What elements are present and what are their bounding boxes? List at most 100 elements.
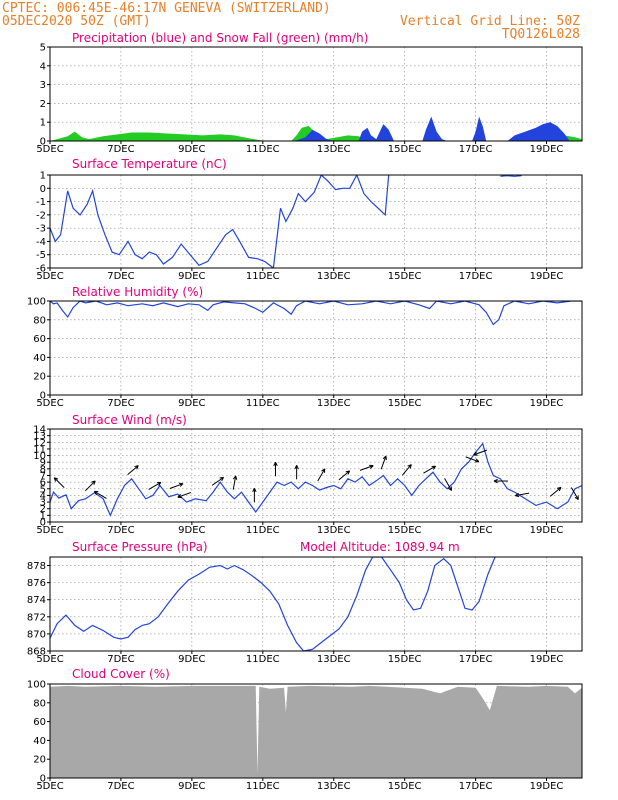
y-tick-label: 10 xyxy=(33,451,46,462)
wind-vector-head xyxy=(407,464,412,469)
plot-area xyxy=(50,442,582,517)
y-tick-label: 20 xyxy=(33,372,46,383)
wind-vector-head xyxy=(321,468,326,473)
y-tick-label: 13 xyxy=(33,431,46,442)
x-tick-label: 17DEC xyxy=(459,525,493,536)
x-tick-label: 5DEC xyxy=(36,271,63,282)
wind-vector xyxy=(53,477,65,488)
y-tick-label: 3 xyxy=(40,80,46,91)
wind-vector-head xyxy=(474,458,480,463)
x-tick-label: 11DEC xyxy=(246,781,280,792)
x-tick-label: 19DEC xyxy=(530,144,564,155)
panel-frame xyxy=(49,428,583,523)
y-tick-label: 1 xyxy=(40,511,46,522)
x-tick-label: 15DEC xyxy=(388,271,422,282)
x-tick-label: 19DEC xyxy=(530,271,564,282)
y-tick-label: 6 xyxy=(40,478,46,489)
y-tick-label: 870 xyxy=(27,629,46,640)
wind-vector xyxy=(570,487,579,500)
x-tick-label: 15DEC xyxy=(388,654,422,665)
header-date: 05DEC2020 50Z (GMT) xyxy=(2,14,151,29)
x-tick-label: 9DEC xyxy=(178,398,205,409)
y-tick-label: 0 xyxy=(40,137,46,148)
x-tick-label: 13DEC xyxy=(317,144,351,155)
y-tick-label: -6 xyxy=(36,264,46,275)
y-tick-label: 872 xyxy=(27,612,46,623)
plot-area xyxy=(50,175,522,268)
y-tick-label: 40 xyxy=(33,353,46,364)
wind-vector-head xyxy=(178,482,184,487)
panel-title: Cloud Cover (%) xyxy=(72,667,170,681)
wind-vector xyxy=(317,468,326,482)
wind-vector xyxy=(94,490,107,499)
panel-frame xyxy=(49,46,583,142)
x-tick-label: 7DEC xyxy=(107,398,134,409)
wind-vector-head xyxy=(345,470,351,475)
wind-vector xyxy=(465,456,480,463)
plot-area xyxy=(50,301,582,326)
panel-6: Cloud Cover (%) 0 20 40 60 80 100 5DEC 7DEC 9DEC 1… xyxy=(27,667,583,792)
wind-vector xyxy=(177,491,192,498)
x-tick-label: 19DEC xyxy=(530,525,564,536)
x-tick-label: 5DEC xyxy=(36,781,63,792)
wind-vector xyxy=(473,449,488,456)
series-line xyxy=(50,301,582,326)
y-tick-label: 14 xyxy=(33,425,46,436)
x-tick-label: 15DEC xyxy=(388,781,422,792)
wind-vector xyxy=(444,478,452,491)
y-tick-label: 7 xyxy=(40,471,46,482)
y-tick-label: 3 xyxy=(40,498,46,509)
y-tick-label: 5 xyxy=(40,484,46,495)
y-tick-label: -1 xyxy=(36,197,46,208)
wind-vector-head xyxy=(53,477,59,482)
y-tick-label: 9 xyxy=(40,458,46,469)
panel-4: Surface Wind (m/s)012345678910111213145D… xyxy=(33,413,583,536)
x-tick-label: 7DEC xyxy=(107,781,134,792)
x-tick-label: 19DEC xyxy=(530,398,564,409)
wind-vector xyxy=(127,465,139,475)
wind-vector xyxy=(148,481,162,490)
panel-1: Precipitation (blue) and Snow Fall (gree… xyxy=(36,31,583,155)
wind-vector-head xyxy=(294,465,299,470)
series-line xyxy=(50,557,496,651)
series-line xyxy=(500,175,522,177)
panel-frame xyxy=(49,174,583,269)
panel-5: Surface Pressure (hPa) Model Altitude: 10… xyxy=(27,540,583,665)
y-tick-label: 0 xyxy=(40,518,46,529)
plot-area xyxy=(50,685,582,778)
wind-vector xyxy=(515,492,530,497)
wind-vector-head xyxy=(556,486,562,492)
wind-vector-head xyxy=(515,492,520,498)
x-tick-label: 11DEC xyxy=(246,144,280,155)
wind-vector-head xyxy=(232,475,238,480)
y-tick-label: 20 xyxy=(33,755,46,766)
y-tick-label: 1 xyxy=(40,118,46,129)
wind-vector-head xyxy=(382,455,387,461)
y-tick-label: 60 xyxy=(33,717,46,728)
plot-area xyxy=(50,557,496,651)
y-tick-label: 0 xyxy=(40,774,46,785)
wind-vector-head xyxy=(273,462,278,467)
wind-vector-head xyxy=(369,464,374,469)
panel-title: Surface Temperature (nC) xyxy=(72,157,227,171)
x-tick-label: 13DEC xyxy=(317,525,351,536)
x-tick-label: 19DEC xyxy=(530,781,564,792)
y-tick-label: 2 xyxy=(40,99,46,110)
wind-vector xyxy=(169,483,184,489)
wind-vector xyxy=(423,465,436,474)
header-model: TQ0126L028 xyxy=(502,27,580,42)
wind-vector xyxy=(84,480,96,492)
panel-title: Precipitation (blue) and Snow Fall (gree… xyxy=(72,31,368,45)
x-tick-label: 9DEC xyxy=(178,144,205,155)
y-tick-label: 0 xyxy=(40,184,46,195)
y-tick-label: -5 xyxy=(36,250,46,261)
wind-vector-head xyxy=(177,494,182,499)
wind-vector xyxy=(401,464,412,476)
panel-title: Surface Wind (m/s) xyxy=(72,413,187,427)
x-tick-label: 5DEC xyxy=(36,398,63,409)
x-tick-label: 17DEC xyxy=(459,654,493,665)
x-tick-label: 7DEC xyxy=(107,271,134,282)
y-tick-label: 100 xyxy=(27,680,46,691)
series-line xyxy=(50,175,390,268)
